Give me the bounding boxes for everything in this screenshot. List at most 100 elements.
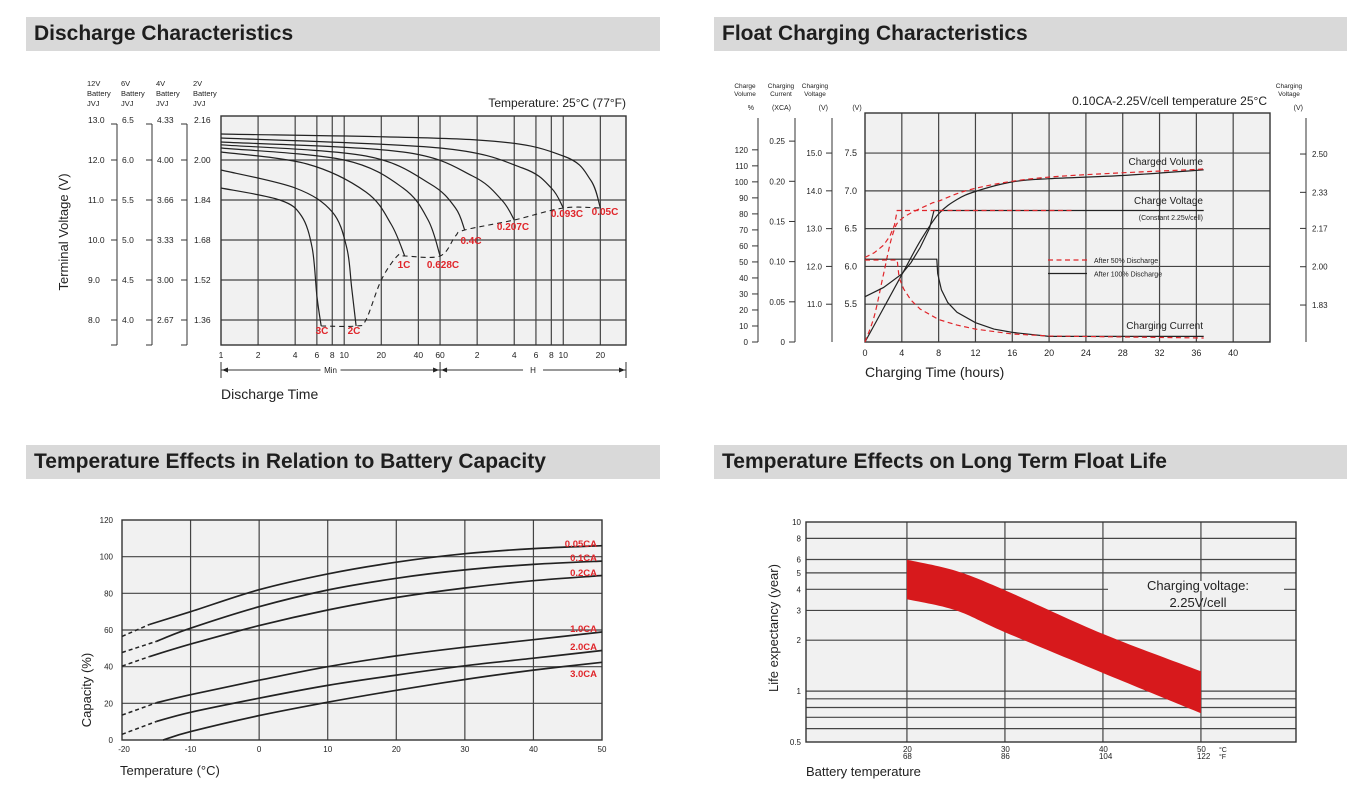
legend-label: After 100% Discharge: [1094, 272, 1162, 279]
y-tick-label: 5.0: [122, 235, 134, 245]
y-tick-label-6v: 5.5: [844, 299, 857, 309]
current-tick-label: 0: [781, 338, 786, 347]
y-tick-label: 20: [104, 699, 113, 708]
volume-tick-label: 40: [739, 274, 748, 283]
discharge-curve-1C: [220, 151, 406, 257]
x-tick-label-celsius: 50: [1197, 745, 1206, 754]
volume-tick-label: 110: [735, 162, 748, 171]
y-tick-label-6v: 6.0: [844, 261, 857, 271]
x-axis-title: Battery temperature: [806, 764, 921, 779]
y-axis-title: Terminal Voltage (V): [56, 173, 71, 290]
capacity-curve-3.0CA: [162, 661, 603, 741]
x-tick-label: 24: [1081, 348, 1091, 358]
plot-border: [805, 521, 1297, 743]
x-tick-label-celsius: 40: [1099, 745, 1108, 754]
legend-label: After 50% Discharge: [1094, 258, 1158, 265]
plot-border: [121, 519, 603, 741]
y-axis-header: JVJ: [156, 99, 169, 108]
y-tick-label: 6.0: [122, 155, 134, 165]
x-tick-label: 0: [862, 348, 867, 358]
current-curve-after-50-discharge: [865, 259, 1204, 339]
y-tick-label: 80: [104, 589, 113, 598]
curve-label: 0.05C: [592, 207, 619, 218]
volume-tick-label: 80: [739, 210, 748, 219]
y-axis-header: 12V: [87, 79, 100, 88]
plot-border: [864, 112, 1271, 343]
y-tick-label: 8: [797, 534, 802, 543]
y-tick-label: 1.84: [194, 195, 211, 205]
panel-header-temperature-capacity: Temperature Effects in Relation to Batte…: [26, 445, 660, 479]
capacity-curve-2.0CA: [156, 649, 603, 723]
volume-axis-unit: %: [748, 105, 754, 112]
current-axis-header: Current: [770, 91, 792, 98]
volume-curve-after-50-discharge: [864, 168, 1204, 343]
capacity-curve-0.1CA: [155, 560, 603, 643]
capacity-curve-extrapolated-0.05CA: [121, 623, 150, 638]
float-life-chart: 1086543210.5206830864010450122°C°FChargi…: [766, 518, 1297, 779]
volume-tick-label: 70: [739, 226, 748, 235]
cell-voltage-axis-unit: (V): [1294, 105, 1303, 112]
discharge-curve-0.093C: [220, 137, 564, 209]
y-axis-header: JVJ: [87, 99, 100, 108]
y-tick-label: 10: [792, 518, 801, 527]
curve-label: 0.05CA: [565, 539, 597, 550]
x-tick-label: 32: [1155, 348, 1165, 358]
x-tick-label-fahrenheit: 104: [1099, 752, 1113, 761]
annotation-background: [1108, 581, 1284, 591]
x-tick-label: 4: [899, 348, 904, 358]
y-tick-label: 3.33: [157, 235, 174, 245]
x-axis-title: Temperature (°C): [120, 763, 220, 778]
curve-label: 3.0CA: [570, 669, 597, 680]
x-tick-label: 50: [598, 745, 607, 754]
current-tick-label: 0.05: [769, 298, 785, 307]
volume-tick-label: 10: [739, 322, 748, 331]
capacity-curve-0.05CA: [149, 544, 603, 626]
x-tick-label-celsius: 20: [903, 745, 912, 754]
x-unit-fahrenheit: °F: [1219, 753, 1226, 761]
y-tick-label: 120: [100, 516, 114, 525]
x-tick-label: 2: [256, 350, 261, 360]
capacity-curve-1.0CA: [156, 631, 603, 704]
cell-voltage-axis-header: Voltage: [1278, 91, 1300, 98]
curve-label: 0.628C: [427, 260, 459, 271]
y-tick-label: 1: [797, 687, 802, 696]
discharge-curve-0.05C: [220, 133, 601, 209]
voltage_12v-axis-header: Voltage: [804, 91, 826, 98]
y-axis-header: JVJ: [193, 99, 206, 108]
y-tick-label: 2.16: [194, 115, 211, 125]
volume-axis-header: Charge: [734, 83, 756, 90]
y-axis-title: Capacity (%): [79, 653, 94, 727]
capacity-curve-extrapolated-0.2CA: [121, 655, 150, 667]
x-tick-label-fahrenheit: 86: [1001, 752, 1010, 761]
y-tick-label-6v: 7.0: [844, 186, 857, 196]
x-tick-label-fahrenheit: 68: [903, 752, 912, 761]
y-tick-label-6v: 6.5: [844, 224, 857, 234]
y-tick-label: 3: [797, 606, 802, 615]
current-tick-label: 0.20: [769, 177, 785, 186]
curve-label: 1C: [398, 260, 411, 271]
y-axis-header: 2V: [193, 79, 202, 88]
discharge-curve-3C: [220, 187, 322, 327]
x-tick-label: 8: [330, 350, 335, 360]
panel-header-float-charging: Float Charging Characteristics: [714, 17, 1347, 51]
voltage_6v-curve-after-50-discharge: [864, 209, 1075, 258]
curve-label: 2.0CA: [570, 642, 597, 653]
y-tick-label: 3.00: [157, 275, 174, 285]
y-tick-label: 40: [104, 663, 113, 672]
curve-label: 0.2CA: [570, 568, 597, 579]
temperature-annotation: Temperature: 25°C (77°F): [488, 96, 626, 110]
y-tick-label: 11.0: [88, 195, 104, 205]
x-tick-label: 4: [293, 350, 298, 360]
charge-voltage-label: Charge Voltage: [1134, 196, 1203, 207]
y-tick-label: 6.5: [122, 115, 134, 125]
x-tick-label-celsius: 30: [1001, 745, 1010, 754]
y-axis-header: Battery: [121, 89, 145, 98]
cell-voltage-tick-label: 2.50: [1312, 150, 1328, 159]
x-tick-label: -10: [185, 745, 197, 754]
curve-label: 0.4C: [460, 236, 481, 247]
current-tick-label: 0.10: [769, 258, 785, 267]
y-tick-label: 6: [797, 556, 802, 565]
volume-tick-label: 100: [735, 178, 749, 187]
voltage_12v-tick-label: 13.0: [806, 225, 822, 234]
x-tick-label: 60: [435, 350, 445, 360]
